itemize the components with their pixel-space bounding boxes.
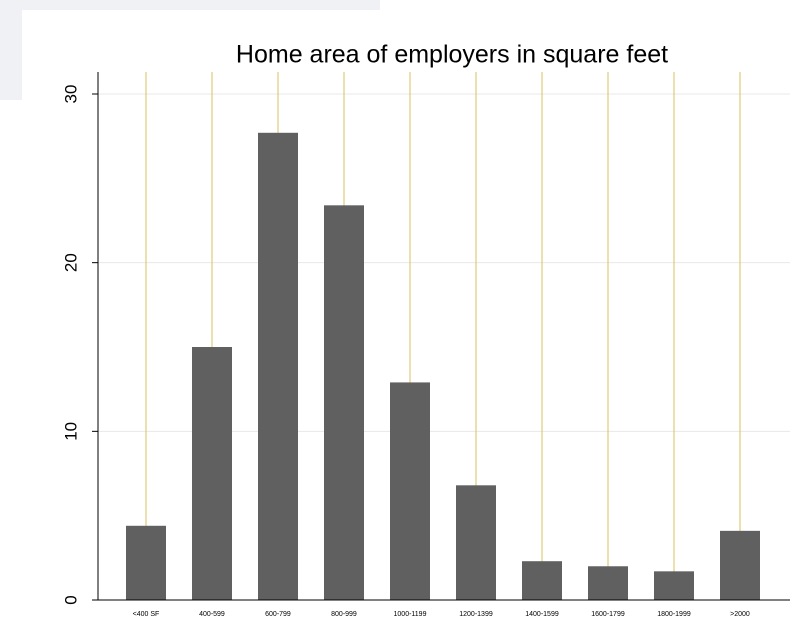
bar xyxy=(654,571,694,600)
background-band xyxy=(0,0,22,100)
x-tick-label: 400-599 xyxy=(199,611,225,618)
chart-title: Home area of employers in square feet xyxy=(236,41,668,69)
bar xyxy=(456,485,496,600)
x-tick-label: 1200-1399 xyxy=(459,611,493,618)
y-tick-label: 30 xyxy=(61,85,80,104)
bar xyxy=(258,132,298,600)
x-tick-label: 600-799 xyxy=(265,611,291,618)
x-tick-label: 1400-1599 xyxy=(525,611,559,618)
x-tick-label: 1600-1799 xyxy=(591,611,625,618)
y-tick-label: 0 xyxy=(61,595,80,604)
bar xyxy=(720,530,760,600)
y-tick-label: 10 xyxy=(61,422,80,441)
y-tick-label: 20 xyxy=(61,253,80,272)
background-band xyxy=(0,0,380,10)
x-tick-label: >2000 xyxy=(730,611,750,618)
bar xyxy=(126,525,166,600)
bar xyxy=(192,347,232,600)
bar xyxy=(324,205,364,600)
x-tick-label: 1800-1999 xyxy=(657,611,691,618)
bar xyxy=(588,566,628,600)
x-tick-label: 1000-1199 xyxy=(394,611,427,618)
x-tick-label: 800-999 xyxy=(331,611,357,618)
bar xyxy=(390,382,430,600)
x-tick-label: <400 SF xyxy=(133,611,160,618)
bar xyxy=(522,561,562,600)
